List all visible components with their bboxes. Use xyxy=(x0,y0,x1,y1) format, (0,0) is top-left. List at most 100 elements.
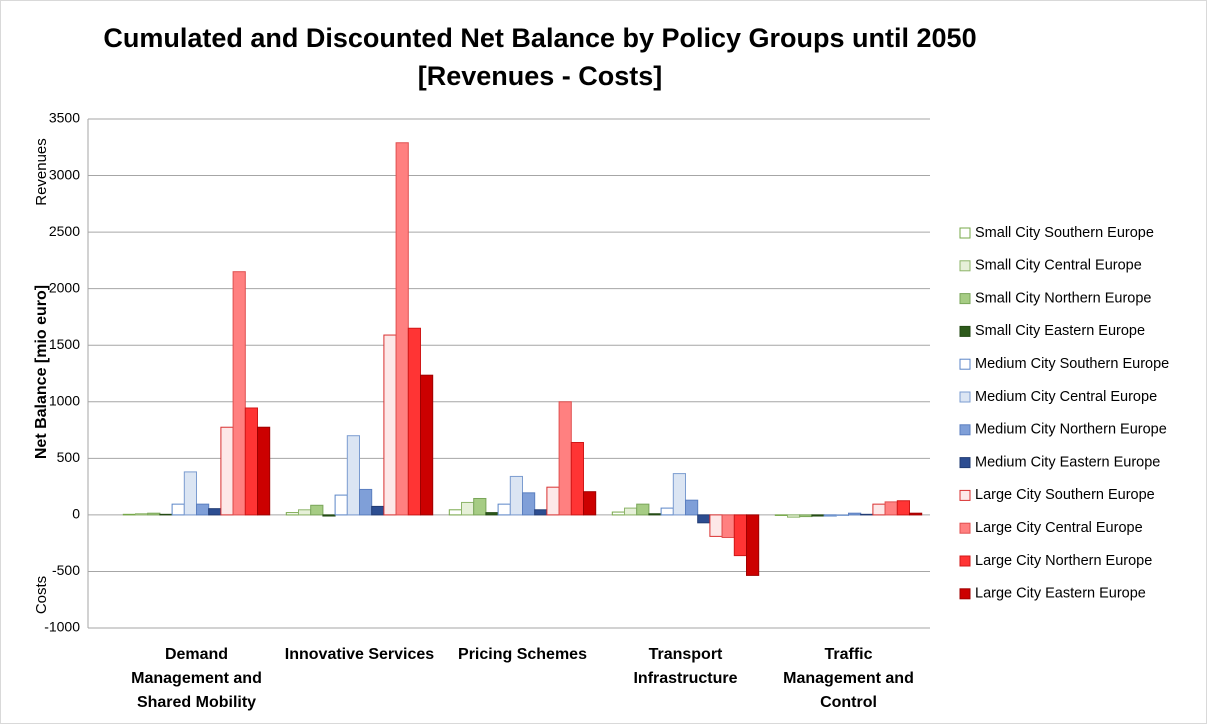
bar xyxy=(257,426,271,516)
bar xyxy=(697,514,711,524)
bar xyxy=(122,513,137,516)
legend-swatch xyxy=(959,555,971,567)
bar xyxy=(558,401,572,516)
y-tick-label: 3000 xyxy=(49,166,80,182)
bar xyxy=(787,514,801,518)
bar xyxy=(811,514,825,517)
x-tick-label: Traffic Management and Control xyxy=(783,646,914,711)
x-tick-label: Innovative Services xyxy=(284,646,435,663)
bar xyxy=(485,512,499,516)
chart-subtitle: [Revenues - Costs] xyxy=(418,61,663,91)
bar xyxy=(672,473,686,516)
bar xyxy=(509,475,523,516)
legend-label: Medium City Central Europe xyxy=(975,389,1157,405)
bar xyxy=(721,514,735,539)
bar xyxy=(611,511,625,516)
legend-swatch xyxy=(959,227,971,239)
legend-swatch xyxy=(959,391,971,403)
legend-swatch xyxy=(959,489,971,501)
annotation: Costs xyxy=(33,576,50,614)
legend-label: Small City Eastern Europe xyxy=(975,323,1145,339)
bar xyxy=(709,514,723,537)
bar xyxy=(884,501,898,516)
y-tick-label: 2500 xyxy=(49,223,80,239)
bar xyxy=(799,514,813,518)
legend-swatch xyxy=(959,522,971,534)
x-tick-label: Demand Management and Shared Mobility xyxy=(131,646,262,711)
bar xyxy=(395,142,409,516)
legend-label: Large City Southern Europe xyxy=(975,487,1155,503)
bar xyxy=(232,271,246,516)
bar xyxy=(159,513,173,516)
bar xyxy=(220,426,234,516)
bar xyxy=(570,441,584,516)
bar xyxy=(383,334,397,516)
y-tick-label: 1500 xyxy=(49,336,80,352)
legend-label: Small City Southern Europe xyxy=(975,225,1154,241)
bar xyxy=(909,512,923,516)
legend-label: Small City Central Europe xyxy=(975,258,1142,274)
bar xyxy=(147,512,161,516)
legend-label: Large City Northern Europe xyxy=(975,553,1152,569)
bar xyxy=(310,504,324,516)
bar xyxy=(848,512,862,516)
bar xyxy=(135,513,149,516)
bar xyxy=(823,514,837,517)
bar xyxy=(497,503,511,516)
bar xyxy=(534,509,548,516)
bar xyxy=(244,407,259,516)
x-tick-label: Pricing Schemes xyxy=(458,646,587,663)
bar xyxy=(183,471,198,516)
legend-swatch xyxy=(959,358,971,370)
y-tick-label: 500 xyxy=(57,449,81,465)
bar xyxy=(522,492,536,516)
x-tick-label: Transport Infrastructure xyxy=(633,646,738,687)
bar xyxy=(473,497,487,516)
bar xyxy=(624,507,638,516)
bar xyxy=(371,505,385,516)
legend-swatch xyxy=(959,260,971,272)
bar xyxy=(322,514,336,517)
bar xyxy=(407,327,421,516)
bar xyxy=(835,514,849,516)
legend-label: Large City Central Europe xyxy=(975,520,1143,536)
bar xyxy=(546,486,560,516)
bar xyxy=(461,501,475,516)
bar xyxy=(171,503,185,516)
bar xyxy=(448,509,462,516)
bar xyxy=(334,494,348,516)
bar xyxy=(733,514,747,557)
bar xyxy=(636,503,650,516)
annotation: Revenues xyxy=(33,138,50,206)
y-tick-label: -500 xyxy=(52,562,80,578)
legend-label: Medium City Southern Europe xyxy=(975,356,1169,372)
y-tick-label: 1000 xyxy=(49,392,80,408)
y-tick-label: 0 xyxy=(72,506,80,522)
y-tick-label: 2000 xyxy=(49,279,80,295)
legend-swatch xyxy=(959,424,971,436)
bar xyxy=(685,499,699,516)
bar xyxy=(660,507,674,516)
bar xyxy=(359,488,373,516)
bar xyxy=(196,503,210,516)
bar xyxy=(583,491,597,516)
bar xyxy=(298,509,312,516)
bar xyxy=(746,514,760,576)
bar xyxy=(872,503,886,516)
y-tick-label: 3500 xyxy=(49,110,80,126)
bar xyxy=(774,514,788,516)
legend-label: Medium City Eastern Europe xyxy=(975,454,1160,470)
bar xyxy=(420,374,434,516)
y-tick-label: -1000 xyxy=(44,619,80,635)
bar xyxy=(896,500,910,516)
bar xyxy=(208,508,222,516)
bar xyxy=(860,513,874,516)
legend-label: Large City Eastern Europe xyxy=(975,586,1146,602)
bar xyxy=(346,435,360,516)
legend-swatch xyxy=(959,325,971,337)
legend-label: Medium City Northern Europe xyxy=(975,422,1167,438)
legend-swatch xyxy=(959,588,971,600)
